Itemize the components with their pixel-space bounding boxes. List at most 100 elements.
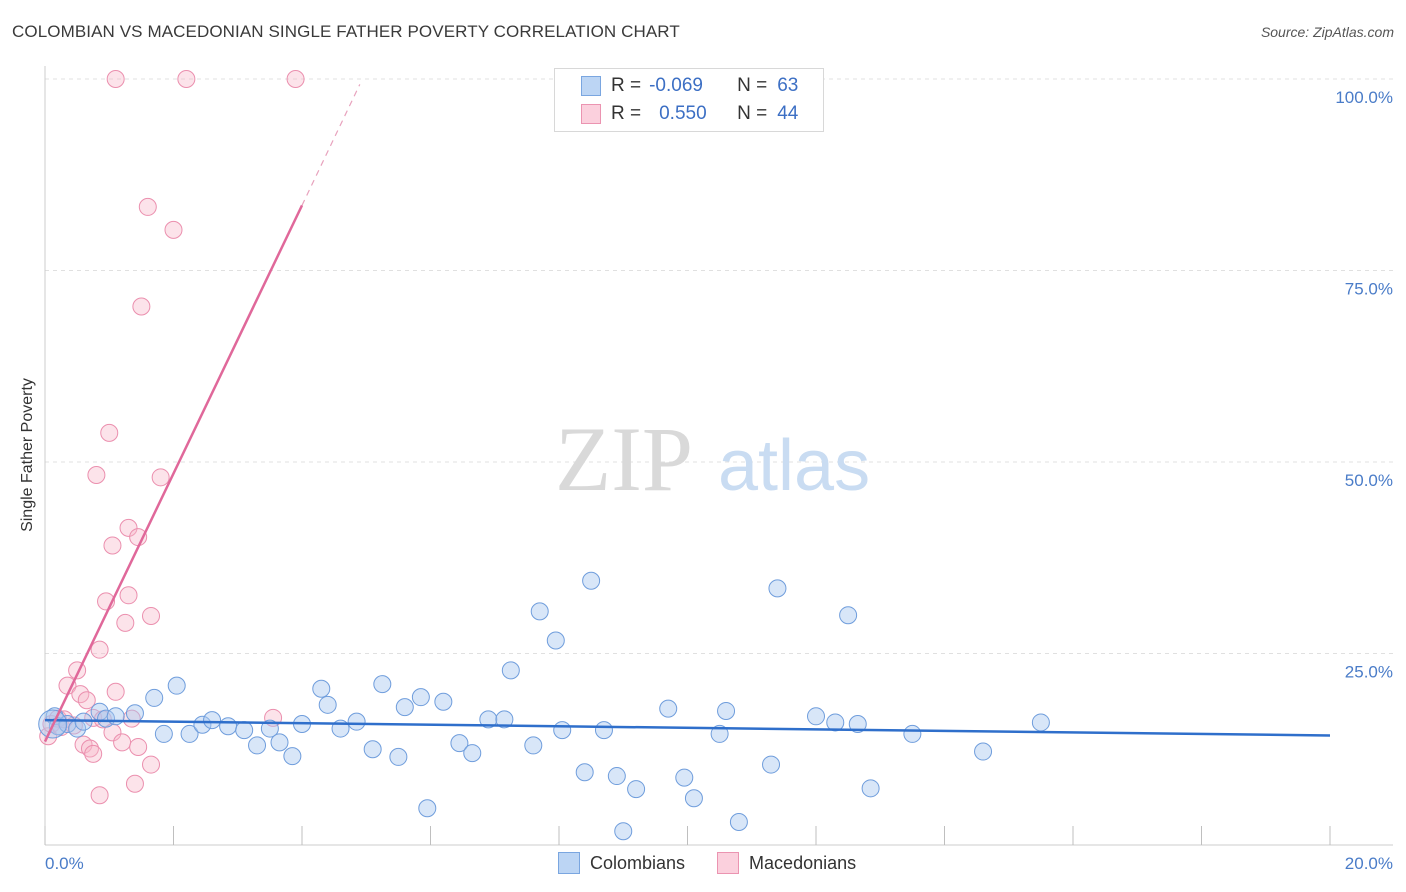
- y-tick-label: 25.0%: [1345, 663, 1393, 682]
- macedonian-point: [129, 737, 148, 756]
- colombian-point: [807, 707, 825, 726]
- colombian-point: [717, 701, 736, 720]
- chart-title: COLOMBIAN VS MACEDONIAN SINGLE FATHER PO…: [12, 22, 680, 41]
- legend-item-colombians: Colombians: [558, 852, 685, 874]
- macedonian-point: [142, 606, 161, 625]
- y-tick-label: 75.0%: [1345, 280, 1393, 299]
- macedonian-point: [103, 536, 122, 555]
- n-label: N =: [737, 103, 768, 124]
- colombian-point: [710, 724, 729, 743]
- y-tick-label: 50.0%: [1345, 471, 1393, 490]
- n-label: N =: [737, 75, 768, 96]
- trend-lines: [43, 84, 1331, 743]
- colombian-point: [762, 755, 781, 774]
- macedonians-swatch: [581, 104, 601, 124]
- y-tick-label: 100.0%: [1335, 88, 1393, 107]
- colombian-point: [395, 698, 414, 717]
- colombians-swatch: [581, 76, 601, 96]
- colombian-point: [312, 679, 331, 698]
- macedonians-legend-label: Macedonians: [749, 852, 857, 873]
- macedonian-point: [119, 586, 138, 605]
- colombian-point: [248, 736, 267, 755]
- macedonian-point: [119, 518, 138, 537]
- colombian-point: [575, 763, 594, 782]
- macedonians-n-value: 44: [777, 103, 799, 124]
- watermark-zip: ZIP: [555, 408, 693, 510]
- colombian-point: [1031, 713, 1050, 732]
- colombian-point: [373, 675, 392, 694]
- colombian-point: [219, 717, 238, 736]
- colombian-point: [283, 747, 302, 766]
- x-tick-label: 0.0%: [45, 854, 84, 873]
- legend-row-colombians: R = -0.069 N = 63: [581, 74, 798, 98]
- colombian-point: [684, 789, 703, 808]
- macedonian-point: [80, 739, 99, 758]
- colombian-point: [347, 712, 366, 731]
- colombian-point: [614, 822, 633, 841]
- macedonian-point: [84, 744, 103, 763]
- macedonian-point: [100, 423, 119, 442]
- macedonians-trend-extension: [301, 84, 361, 206]
- colombian-point: [826, 713, 845, 732]
- colombian-point: [125, 704, 144, 723]
- colombian-point: [530, 602, 549, 621]
- r-label: R =: [611, 103, 642, 124]
- colombian-point: [203, 711, 222, 730]
- colombian-point: [974, 742, 993, 761]
- legend-item-macedonians: Macedonians: [717, 852, 856, 874]
- macedonian-point: [286, 70, 305, 88]
- colombian-point: [270, 733, 289, 752]
- grid-lines: [45, 78, 1393, 654]
- macedonians-trend-line: [43, 204, 304, 743]
- macedonian-point: [90, 786, 109, 805]
- source-attribution: Source: ZipAtlas.com: [1260, 24, 1394, 40]
- colombian-point: [848, 714, 867, 733]
- colombian-point: [318, 695, 337, 714]
- macedonian-point: [125, 774, 144, 793]
- colombian-point: [768, 579, 787, 598]
- colombian-point: [450, 734, 469, 753]
- colombians-r-value: -0.069: [649, 75, 703, 96]
- colombian-point: [594, 721, 613, 740]
- colombians-legend-label: Colombians: [590, 852, 686, 873]
- macedonians-legend-swatch: [717, 852, 740, 874]
- macedonian-point: [106, 682, 125, 701]
- colombian-point: [389, 747, 408, 766]
- macedonian-point: [151, 468, 170, 487]
- colombian-point: [501, 661, 520, 680]
- colombian-point: [418, 799, 437, 818]
- colombian-point: [260, 719, 279, 738]
- colombian-point: [582, 571, 601, 590]
- colombian-point: [235, 721, 254, 740]
- tick-labels: 25.0% 50.0% 75.0% 100.0% 0.0% 20.0%: [45, 88, 1393, 873]
- stats-legend: R = -0.069 N = 63 R = 0.550 N = 44: [554, 68, 824, 132]
- colombian-point: [495, 710, 514, 729]
- x-tick-label: 20.0%: [1345, 854, 1393, 873]
- colombian-point: [675, 768, 694, 787]
- watermark: ZIP atlas: [555, 408, 870, 510]
- colombian-point: [861, 779, 880, 798]
- colombian-point: [145, 688, 164, 707]
- colombian-point: [463, 744, 482, 763]
- colombian-point: [553, 721, 572, 740]
- colombian-point: [167, 676, 186, 695]
- macedonian-point: [138, 197, 157, 216]
- colombian-point: [180, 724, 199, 743]
- colombian-point: [546, 631, 565, 650]
- macedonian-point: [164, 220, 183, 239]
- colombian-point: [363, 740, 382, 759]
- colombian-point: [154, 724, 173, 743]
- colombian-point: [434, 692, 453, 711]
- colombian-point: [627, 780, 646, 799]
- colombian-point: [479, 710, 498, 729]
- macedonian-point: [142, 755, 161, 774]
- macedonian-point: [116, 613, 135, 632]
- macedonians-r-value: 0.550: [659, 103, 707, 124]
- colombians-n-value: 63: [777, 75, 799, 96]
- macedonian-point: [177, 70, 196, 88]
- watermark-atlas: atlas: [718, 426, 870, 506]
- macedonian-point: [122, 709, 141, 728]
- colombian-point: [193, 715, 212, 734]
- r-label: R =: [611, 75, 642, 96]
